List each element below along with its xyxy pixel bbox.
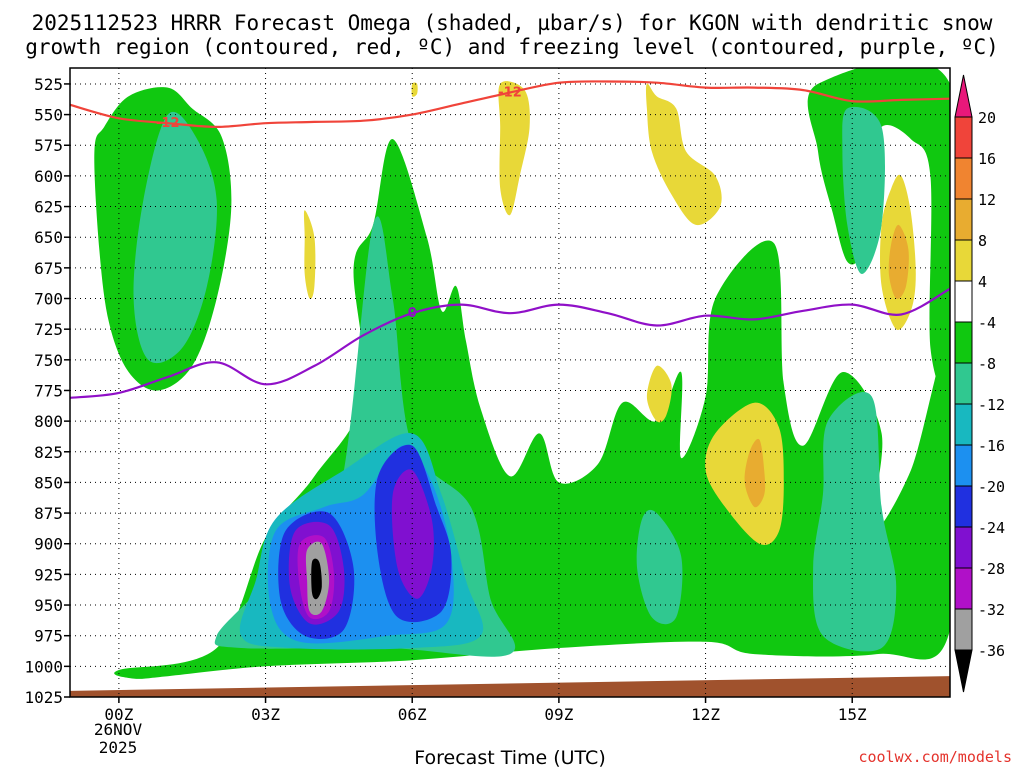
colorbar-label: -8 xyxy=(978,355,996,373)
colorbar-box xyxy=(954,198,973,241)
dendritic-contour-line xyxy=(70,80,950,129)
y-tick-label: 1025 xyxy=(24,688,63,707)
colorbar-label: 12 xyxy=(978,191,996,209)
dendritic-contour-label: -12 xyxy=(156,116,180,131)
omega-region xyxy=(498,81,530,216)
omega-region xyxy=(744,438,766,508)
y-tick-label: 675 xyxy=(34,259,63,278)
colorbar-label: -32 xyxy=(978,601,1005,619)
y-tick-label: 750 xyxy=(34,351,63,370)
chart-title-line-1: 2025112523 HRRR Forecast Omega (shaded, … xyxy=(32,11,993,35)
y-tick-label: 575 xyxy=(34,136,63,155)
colorbar-label: -20 xyxy=(978,478,1005,496)
colorbar-label: 4 xyxy=(978,273,987,291)
y-tick-label: 850 xyxy=(34,473,63,492)
y-tick-label: 875 xyxy=(34,504,63,523)
y-tick-label: 975 xyxy=(34,627,63,646)
y-tick-label: 525 xyxy=(34,75,63,94)
colorbar-label: -28 xyxy=(978,560,1005,578)
y-tick-label: 925 xyxy=(34,565,63,584)
colorbar-box xyxy=(954,157,973,200)
y-tick-label: 650 xyxy=(34,228,63,247)
colorbar-label: -4 xyxy=(978,314,996,332)
y-axis-pressure: 525 550 575 600 625 650 675 700 725 750 775 800 825 8… xyxy=(24,75,70,707)
x-tick-label: 03Z xyxy=(251,705,280,724)
colorbar-label: 20 xyxy=(978,109,996,127)
x-tick-label: 09Z xyxy=(544,705,573,724)
y-tick-label: 550 xyxy=(34,106,63,125)
y-tick-label: 725 xyxy=(34,320,63,339)
x-axis-label: Forecast Time (UTC) xyxy=(414,747,605,768)
omega-shaded-regions xyxy=(70,68,950,697)
omega-region xyxy=(391,469,434,599)
y-tick-label: 825 xyxy=(34,443,63,462)
omega-region xyxy=(311,558,322,600)
omega-region xyxy=(303,210,316,300)
y-tick-label: 1000 xyxy=(24,657,63,676)
contour-lines: -12 -12 0 xyxy=(70,80,950,399)
freezing-contour-line xyxy=(70,287,950,399)
plot-frame xyxy=(69,67,951,698)
omega-region xyxy=(411,82,418,97)
omega-region xyxy=(813,392,897,652)
y-tick-label: 800 xyxy=(34,412,63,431)
x-tick-label: 12Z xyxy=(691,705,720,724)
colorbar-box xyxy=(954,608,973,651)
x-tick-label: 15Z xyxy=(838,705,867,724)
date-label-day: 26NOV xyxy=(94,720,143,739)
colorbar-label: -16 xyxy=(978,437,1005,455)
colorbar-box xyxy=(954,567,973,610)
y-tick-label: 700 xyxy=(34,290,63,309)
colorbar-box xyxy=(954,280,973,323)
y-tick-label: 625 xyxy=(34,198,63,217)
freezing-contour-label: 0 xyxy=(408,306,417,321)
ground-terrain xyxy=(70,676,950,697)
y-tick-label: 775 xyxy=(34,381,63,400)
chart-title-line-2: growth region (contoured, red, ºC) and f… xyxy=(25,35,999,59)
omega-region xyxy=(636,509,683,625)
colorbar-box xyxy=(954,321,973,364)
colorbar-label: -24 xyxy=(978,519,1005,537)
colorbar-label: 16 xyxy=(978,150,996,168)
omega-region xyxy=(842,106,886,274)
colorbar-legend: 20 16 12 8 4 -4 -8 -12 -16 -20 -24 -28 -32 -36 xyxy=(954,74,1005,693)
colorbar-top-arrow xyxy=(954,74,973,118)
colorbar-box xyxy=(954,485,973,528)
date-label-year: 2025 xyxy=(99,738,138,757)
grid-lines xyxy=(70,68,950,697)
colorbar-label: -36 xyxy=(978,642,1005,660)
colorbar-bottom-arrow xyxy=(954,649,973,693)
colorbar-box xyxy=(954,444,973,487)
colorbar-box xyxy=(954,526,973,569)
y-tick-label: 950 xyxy=(34,596,63,615)
x-axis-time: 00Z 03Z 06Z 09Z 12Z 15Z xyxy=(104,697,867,724)
omega-region xyxy=(645,83,722,226)
y-tick-label: 900 xyxy=(34,535,63,554)
colorbar-label: 8 xyxy=(978,232,987,250)
dendritic-contour-label: -12 xyxy=(498,86,522,101)
y-tick-label: 600 xyxy=(34,167,63,186)
x-tick-label: 00Z xyxy=(104,705,133,724)
colorbar-label: -12 xyxy=(978,396,1005,414)
colorbar-box xyxy=(954,362,973,405)
credit-link[interactable]: coolwx.com/models xyxy=(858,748,1012,766)
omega-region xyxy=(705,402,784,545)
plot-area: -12 -12 0 xyxy=(70,68,950,697)
omega-region xyxy=(646,365,672,423)
colorbar-box xyxy=(954,403,973,446)
colorbar-box xyxy=(954,239,973,282)
x-tick-label: 06Z xyxy=(398,705,427,724)
colorbar-box xyxy=(954,116,973,159)
omega-region xyxy=(888,224,909,299)
